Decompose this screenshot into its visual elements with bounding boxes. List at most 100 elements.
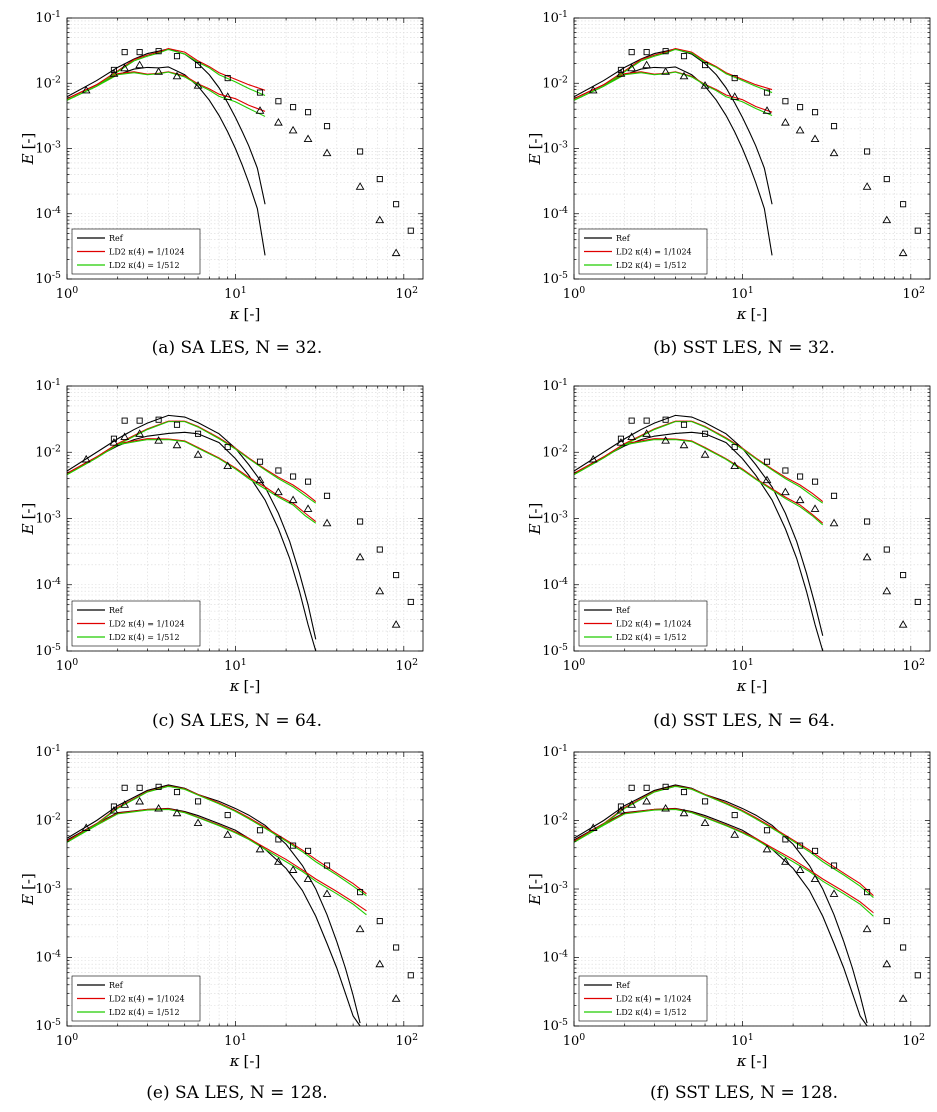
triangle-marker [193,450,203,458]
square-marker [900,572,907,579]
triangle-marker [627,63,637,72]
triangle-marker [172,808,182,817]
triangle-marker [274,857,283,865]
square-marker [811,109,819,116]
triangle-marker [810,504,820,512]
square-marker [782,836,789,843]
triangle-marker [322,889,332,897]
legend: Ref LD2 κ(4) = 1/1024 LD2 κ(4) = 1/512 [71,975,201,1022]
square-marker [224,812,231,819]
square-marker [376,918,383,925]
x-tick-label: 102 [396,1032,419,1050]
square-marker [155,48,162,55]
y-tick-label: 10-5 [542,1017,568,1035]
legend: Ref LD2 κ(4) = 1/1024 LD2 κ(4) = 1/512 [71,600,201,647]
square-marker [680,789,688,796]
triangle-marker [661,803,671,812]
square-marker [290,104,297,111]
triangle-marker [255,475,265,484]
series-group [67,47,414,257]
triangle-marker [588,85,598,94]
triangle-marker [762,844,772,853]
ref-line [574,784,868,1024]
x-tick-label: 100 [563,1032,586,1050]
caption: (f) SST LES, N = 128. [650,1083,838,1103]
triangle-marker [322,518,332,527]
y-tick-label: 10-1 [542,377,568,395]
square-marker [304,478,312,485]
y-axis-label: E[-] [19,503,37,536]
triangle-marker [109,69,119,77]
y-tick-label: 10-3 [542,509,568,527]
triangle-marker [700,81,710,89]
triangle-marker [810,874,820,883]
ld2-512-line [574,808,874,917]
triangle-marker [303,504,313,512]
square-marker [914,227,921,234]
ld2-1024-line [574,438,824,524]
caption: (e) SA LES, N = 128. [146,1083,327,1103]
x-tick-label: 102 [396,285,419,303]
y-tick-label: 10-5 [35,642,61,660]
triangle-marker [730,461,740,470]
triangle-marker [355,924,365,933]
square-marker [628,49,635,56]
triangle-marker [391,620,401,628]
square-marker [304,109,312,116]
legend-label: Ref [616,606,631,615]
square-marker [662,48,669,55]
triangle-marker [829,889,839,897]
square-marker [393,572,400,579]
square-marker [290,473,297,480]
triangle-marker [375,586,385,595]
y-axis-label: E[-] [19,873,37,906]
square-marker [121,784,128,791]
y-axis-label: E[-] [526,873,544,906]
triangle-marker [355,552,365,561]
square-marker [110,66,117,73]
legend-label: LD2 κ(4) = 1/512 [616,261,687,270]
triangle-marker [679,71,689,80]
triangle-marker [642,429,652,437]
y-axis-label: E[-] [526,503,544,536]
y-tick-label: 10-2 [542,443,568,461]
square-marker [194,430,202,437]
square-marker [830,123,838,130]
triangle-marker [810,134,820,143]
square-marker [701,62,709,69]
square-marker [763,458,771,465]
triangle-marker [898,994,908,1002]
triangle-marker [120,63,130,72]
y-tick-label: 10-2 [542,74,568,92]
square-marker [275,836,282,843]
legend: Ref LD2 κ(4) = 1/1024 LD2 κ(4) = 1/512 [578,600,708,647]
triangle-marker [274,487,283,496]
y-tick-label: 10-1 [35,9,61,27]
legend-label: Ref [616,981,631,990]
square-marker [256,827,264,834]
legend-label: LD2 κ(4) = 1/512 [109,261,180,270]
triangle-marker [700,818,710,827]
ld2-512-line [67,785,367,897]
square-marker [173,53,181,60]
y-tick-label: 10-4 [35,575,61,593]
triangle-marker [762,475,772,484]
triangle-marker [355,182,365,190]
square-marker [121,417,128,424]
triangle-marker [898,248,908,257]
triangle-marker [829,518,839,527]
square-marker [883,546,890,553]
square-marker [323,862,331,869]
square-marker [224,75,231,82]
x-tick-label: 101 [224,657,247,675]
x-tick-label: 101 [224,1032,247,1050]
triangle-marker [154,803,164,812]
square-marker [323,123,331,130]
x-axis-label: κ [-] [736,1052,768,1070]
legend-label: Ref [109,234,124,243]
x-tick-label: 101 [224,285,247,303]
triangle-marker [255,844,265,853]
square-marker [290,842,297,849]
x-tick-label: 101 [731,1032,754,1050]
